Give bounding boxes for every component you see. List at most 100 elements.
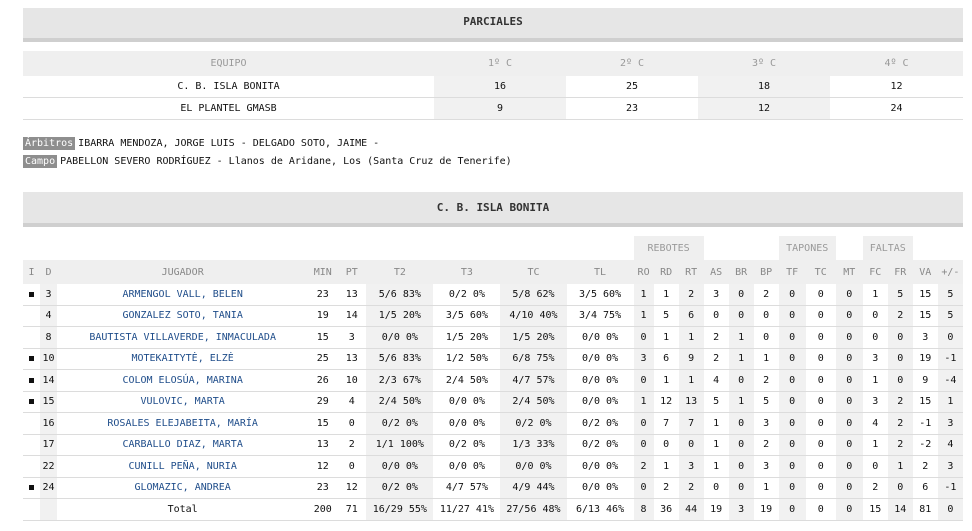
total-ro: 8 (633, 498, 654, 521)
dorsal: 4 (40, 305, 58, 327)
stat-t3: 1/5 20% (433, 326, 501, 349)
player-name[interactable]: COLOM ELOSÚA, MARINA (57, 369, 309, 392)
starter-cell (23, 326, 41, 349)
col-mt: MT (835, 260, 863, 284)
dorsal: 17 (40, 434, 58, 456)
stat-as: 4 (703, 369, 729, 392)
campo-label: Campo (23, 155, 58, 168)
stat-mt: 0 (835, 434, 863, 456)
quarter-score: 9 (434, 97, 566, 120)
stat-pm: -1 (937, 477, 963, 499)
stat-min: 23 (308, 477, 338, 499)
stat-ro: 1 (633, 391, 654, 413)
stat-as: 2 (703, 326, 729, 349)
stat-mt: 0 (835, 305, 863, 327)
stat-tf: 0 (778, 369, 806, 392)
col-min: MIN (308, 260, 338, 284)
quarter-score: 12 (830, 76, 963, 98)
col-tl: TL (566, 260, 634, 284)
stat-as: 5 (703, 391, 729, 413)
stat-ro: 0 (633, 412, 654, 435)
stat-pt: 12 (337, 477, 367, 499)
total-t2: 16/29 55% (366, 498, 434, 521)
parciales-table: EQUIPO 1º C 2º C 3º C 4º C C. B. ISLA BO… (23, 51, 963, 120)
header-q4: 4º C (830, 51, 963, 76)
stat-tl: 0/0 0% (566, 348, 634, 370)
stat-mt: 0 (835, 412, 863, 435)
stat-as: 0 (703, 477, 729, 499)
player-name[interactable]: CUNILL PEÑA, NURIA (57, 455, 309, 478)
stat-tc: 5/8 62% (500, 284, 567, 306)
stat-t2: 0/2 0% (366, 412, 434, 435)
stat-va: 3 (912, 326, 938, 349)
header-q3: 3º C (698, 51, 830, 76)
group-tapones: TAPONES (778, 236, 836, 260)
col-pt: PT (337, 260, 367, 284)
player-name[interactable]: GLOMAZIC, ANDREA (57, 477, 309, 499)
stat-fr: 0 (887, 369, 913, 392)
total-va: 81 (912, 498, 938, 521)
stat-va: -1 (912, 412, 938, 435)
total-tf: 0 (778, 498, 806, 521)
stat-ro: 0 (633, 477, 654, 499)
team-name: EL PLANTEL GMASB (23, 97, 434, 120)
stat-tl: 0/0 0% (566, 391, 634, 413)
stat-t3: 3/5 60% (433, 305, 501, 327)
player-name[interactable]: VULOVIC, MARTA (57, 391, 309, 413)
stat-pt: 14 (337, 305, 367, 327)
player-name[interactable]: CARBALLO DIAZ, MARTA (57, 434, 309, 456)
stat-ro: 1 (633, 284, 654, 306)
player-row: 3 ARMENGOL VALL, BELEN 23 13 5/6 83% 0/2 0% 5/… (23, 284, 963, 306)
team-name: C. B. ISLA BONITA (23, 76, 434, 98)
boxscore-title: C. B. ISLA BONITA (23, 192, 963, 227)
dorsal: 3 (40, 284, 58, 306)
stat-pt: 13 (337, 348, 367, 370)
stat-t3: 2/4 50% (433, 369, 501, 392)
total-rt: 44 (678, 498, 704, 521)
parciales-row: EL PLANTEL GMASB 9 23 12 24 (23, 97, 963, 120)
player-name[interactable]: ROSALES ELEJABEITA, MARÍA (57, 412, 309, 435)
stat-tc2: 0 (805, 369, 836, 392)
stat-min: 26 (308, 369, 338, 392)
total-fr: 14 (887, 498, 913, 521)
stat-pm: -1 (937, 348, 963, 370)
player-row: 22 CUNILL PEÑA, NURIA 12 0 0/0 0% 0/0 0% 0/0 0… (23, 455, 963, 478)
stat-tf: 0 (778, 477, 806, 499)
stat-rd: 2 (653, 477, 679, 499)
stat-tl: 3/5 60% (566, 284, 634, 306)
starter-cell (23, 477, 41, 499)
stat-t3: 0/2 0% (433, 434, 501, 456)
stat-tc2: 0 (805, 477, 836, 499)
stat-ro: 0 (633, 369, 654, 392)
stat-fr: 1 (887, 455, 913, 478)
total-t3: 11/27 41% (433, 498, 501, 521)
stat-ro: 3 (633, 348, 654, 370)
stat-rd: 1 (653, 455, 679, 478)
dorsal: 16 (40, 412, 58, 435)
starter-icon (29, 377, 34, 383)
stat-pt: 0 (337, 412, 367, 435)
player-name[interactable]: MOTEKAITYTĖ, ELZĖ (57, 348, 309, 370)
col-t3: T3 (433, 260, 501, 284)
player-name[interactable]: GONZALEZ SOTO, TANIA (57, 305, 309, 327)
col-br: BR (728, 260, 754, 284)
stat-br: 0 (728, 477, 754, 499)
stat-rd: 5 (653, 305, 679, 327)
stat-fc: 1 (862, 434, 888, 456)
stat-mt: 0 (835, 477, 863, 499)
col-bp: BP (753, 260, 779, 284)
stat-bp: 1 (753, 348, 779, 370)
stat-mt: 0 (835, 369, 863, 392)
stat-tc: 6/8 75% (500, 348, 567, 370)
player-name[interactable]: BAUTISTA VILLAVERDE, INMACULADA (57, 326, 309, 349)
stat-rt: 13 (678, 391, 704, 413)
header-q1: 1º C (434, 51, 566, 76)
stat-va: 15 (912, 391, 938, 413)
stat-tc2: 0 (805, 284, 836, 306)
total-pm: 0 (937, 498, 963, 521)
total-row: Total 200 71 16/29 55% 11/27 41% 27/56 48% 6/1… (23, 498, 963, 521)
stat-fc: 4 (862, 412, 888, 435)
stat-pt: 0 (337, 455, 367, 478)
player-name[interactable]: ARMENGOL VALL, BELEN (57, 284, 309, 306)
stat-tc2: 0 (805, 326, 836, 349)
